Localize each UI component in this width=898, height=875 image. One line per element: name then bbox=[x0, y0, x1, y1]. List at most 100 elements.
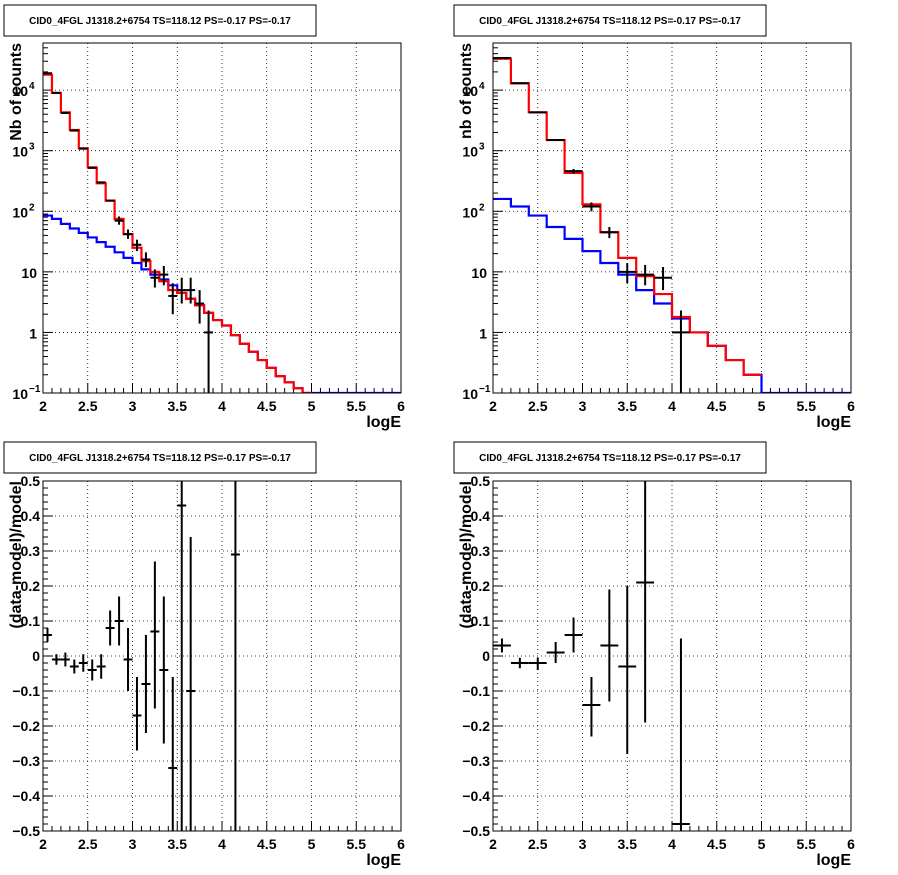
y-axis-label: Nb of counts bbox=[8, 43, 25, 141]
x-tick-label: 3 bbox=[129, 836, 137, 852]
x-tick-label: 5.5 bbox=[347, 836, 367, 852]
plot-area bbox=[493, 56, 851, 393]
y-tick-label: −0.5 bbox=[462, 823, 490, 839]
y-tick-exponent: 4 bbox=[29, 81, 35, 92]
x-axis-label: logE bbox=[366, 414, 401, 431]
panel-top-left: CID0_4FGL J1318.2+6754 TS=118.12 PS=-0.1… bbox=[3, 4, 405, 431]
x-tick-label: 5.5 bbox=[797, 398, 817, 414]
title-box bbox=[453, 441, 767, 474]
title-box bbox=[453, 4, 767, 37]
x-tick-label: 3 bbox=[579, 398, 587, 414]
y-tick-label: 0.4 bbox=[21, 508, 41, 524]
y-tick-exponent: 3 bbox=[479, 142, 485, 153]
y-axis-label: nb of counts bbox=[458, 43, 475, 139]
y-tick-label: 0 bbox=[32, 648, 40, 664]
y-tick-label: 10 bbox=[12, 204, 28, 220]
y-tick-label: 10 bbox=[12, 144, 28, 160]
x-tick-label: 2 bbox=[489, 398, 497, 414]
plot-frame bbox=[42, 42, 402, 394]
y-tick-label: −0.1 bbox=[12, 683, 40, 699]
x-tick-label: 3.5 bbox=[168, 836, 188, 852]
grid-lines bbox=[43, 43, 401, 393]
y-tick-label: −0.1 bbox=[462, 683, 490, 699]
y-tick-label: 10 bbox=[21, 265, 37, 281]
y-tick-exponent: 4 bbox=[479, 81, 485, 92]
model-background-line bbox=[493, 197, 851, 393]
x-tick-label: 2.5 bbox=[528, 836, 548, 852]
panel-top-right: CID0_4FGL J1318.2+6754 TS=118.12 PS=-0.1… bbox=[453, 4, 855, 431]
x-tick-label: 6 bbox=[847, 398, 855, 414]
y-axis-label: (data-model)/model bbox=[458, 481, 475, 629]
x-tick-label: 5 bbox=[308, 398, 316, 414]
y-tick-label: −0.5 bbox=[12, 823, 40, 839]
x-tick-label: 6 bbox=[397, 398, 405, 414]
x-tick-label: 2.5 bbox=[78, 836, 98, 852]
plot-area bbox=[43, 72, 401, 393]
y-tick-exponent: −1 bbox=[479, 384, 491, 395]
y-tick-label: −0.3 bbox=[462, 753, 490, 769]
y-tick-exponent: 3 bbox=[29, 142, 35, 153]
y-axis-label: (data-model)/model bbox=[8, 481, 25, 629]
y-tick-label: 0.5 bbox=[471, 473, 491, 489]
y-tick-exponent: −1 bbox=[29, 384, 41, 395]
x-tick-label: 4 bbox=[668, 836, 676, 852]
y-tick-label: 0.2 bbox=[471, 578, 491, 594]
x-tick-label: 6 bbox=[847, 836, 855, 852]
x-axis-label: logE bbox=[816, 414, 851, 431]
x-tick-label: 3.5 bbox=[168, 398, 188, 414]
title-box bbox=[3, 441, 317, 474]
y-tick-label: 10 bbox=[462, 204, 478, 220]
plot-frame bbox=[492, 42, 852, 394]
y-tick-label: 0.4 bbox=[471, 508, 491, 524]
x-tick-label: 4.5 bbox=[707, 836, 727, 852]
x-tick-label: 5 bbox=[758, 836, 766, 852]
y-tick-exponent: 2 bbox=[479, 202, 485, 213]
y-tick-label: 0.1 bbox=[471, 613, 491, 629]
plot-frame bbox=[492, 480, 852, 832]
x-tick-label: 3.5 bbox=[618, 398, 638, 414]
panel-bottom-right: CID0_4FGL J1318.2+6754 TS=118.12 PS=-0.1… bbox=[453, 441, 855, 869]
x-tick-label: 2.5 bbox=[78, 398, 98, 414]
x-tick-label: 4 bbox=[218, 398, 226, 414]
axes: 2 2.5 3 3.5 4 4.5 5 5.5 6 −0.5 −0.4 −0.3 −0.2 −0.1 0 0.… bbox=[462, 473, 855, 852]
x-tick-label: 4 bbox=[668, 398, 676, 414]
x-tick-label: 2 bbox=[489, 836, 497, 852]
y-tick-label: −0.4 bbox=[12, 788, 40, 804]
y-tick-label: 0.2 bbox=[21, 578, 41, 594]
x-tick-label: 5 bbox=[758, 398, 766, 414]
x-tick-label: 4.5 bbox=[707, 398, 727, 414]
x-tick-label: 5 bbox=[308, 836, 316, 852]
x-tick-label: 2 bbox=[39, 398, 47, 414]
y-tick-label: 10 bbox=[462, 144, 478, 160]
x-tick-label: 2.5 bbox=[528, 398, 548, 414]
x-tick-label: 4.5 bbox=[257, 398, 277, 414]
panel-title: CID0_4FGL J1318.2+6754 TS=118.12 PS=-0.1… bbox=[29, 16, 291, 27]
panel-title: CID0_4FGL J1318.2+6754 TS=118.12 PS=-0.1… bbox=[479, 16, 741, 27]
panel-bottom-left: CID0_4FGL J1318.2+6754 TS=118.12 PS=-0.1… bbox=[3, 441, 405, 869]
model-background-line bbox=[43, 214, 401, 393]
y-tick-label: 0.5 bbox=[21, 473, 41, 489]
y-tick-label: 0.3 bbox=[21, 543, 41, 559]
y-tick-label: 0.3 bbox=[471, 543, 491, 559]
title-box bbox=[3, 4, 317, 37]
x-axis-label: logE bbox=[366, 852, 401, 869]
y-tick-label: 1 bbox=[479, 325, 487, 341]
panel-title: CID0_4FGL J1318.2+6754 TS=118.12 PS=-0.1… bbox=[29, 453, 291, 464]
x-axis-label: logE bbox=[816, 852, 851, 869]
plot-area bbox=[43, 481, 240, 831]
x-tick-label: 4.5 bbox=[257, 836, 277, 852]
x-tick-label: 5.5 bbox=[347, 398, 367, 414]
axes: 2 2.5 3 3.5 4 4.5 5 5.5 6 −0.5 −0.4 −0.3 −0.2 −0.1 0 0.… bbox=[12, 473, 405, 852]
y-tick-label: 0 bbox=[482, 648, 490, 664]
y-tick-label: −0.3 bbox=[12, 753, 40, 769]
panel-title: CID0_4FGL J1318.2+6754 TS=118.12 PS=-0.1… bbox=[479, 453, 741, 464]
y-tick-label: −0.2 bbox=[462, 718, 490, 734]
x-tick-label: 6 bbox=[397, 836, 405, 852]
x-tick-label: 5.5 bbox=[797, 836, 817, 852]
x-tick-label: 3 bbox=[579, 836, 587, 852]
grid-lines bbox=[493, 481, 851, 831]
y-tick-label: −0.2 bbox=[12, 718, 40, 734]
